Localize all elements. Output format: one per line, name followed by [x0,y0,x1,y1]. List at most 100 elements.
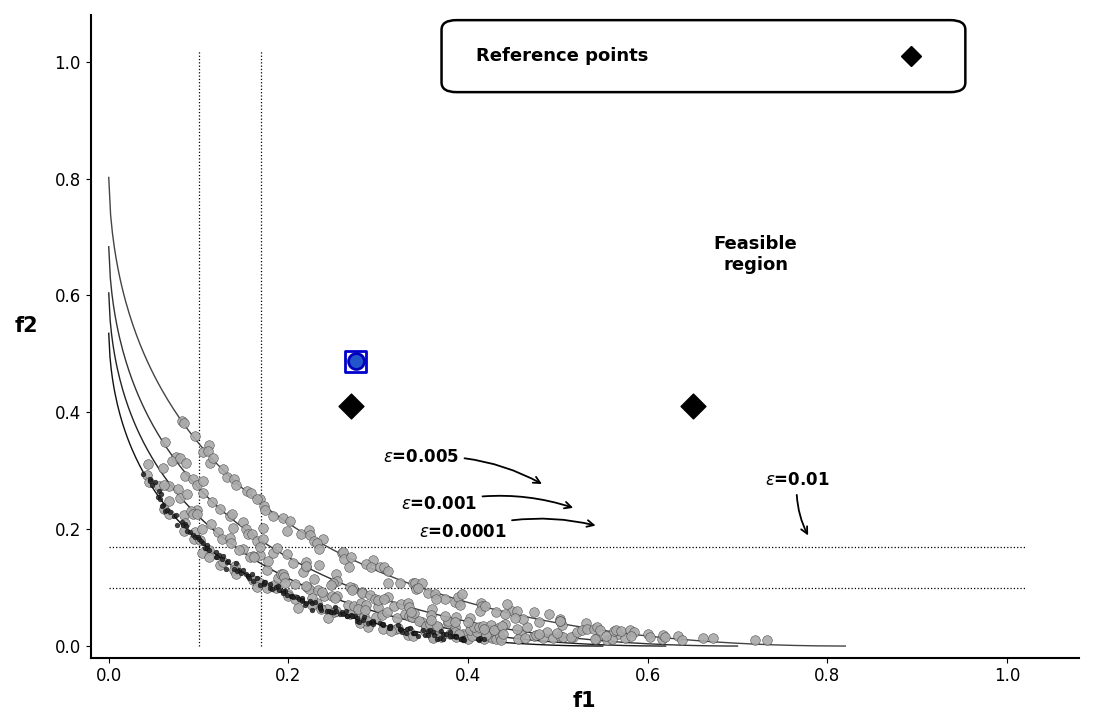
Point [340,561,358,573]
Point [426,629,443,641]
Point [321,605,338,617]
Point [673,635,690,646]
Point [374,624,392,635]
Point [305,574,323,585]
Point [154,462,172,474]
Point [405,607,422,619]
Point [284,557,302,568]
Point [286,593,303,605]
Point [422,614,440,626]
Point [309,597,326,608]
Point [441,628,458,640]
Point [244,576,261,587]
Point [298,560,315,572]
Point [261,582,279,594]
Point [514,613,532,624]
Point [327,605,345,617]
Point [194,547,211,559]
Point [248,493,266,505]
Point [225,473,243,485]
Point [405,629,422,641]
Point [211,504,229,515]
Point [369,594,386,605]
Point [225,563,243,574]
Point [234,543,252,555]
Point [656,631,674,643]
Point [229,566,246,577]
Point [419,629,437,640]
Point [407,627,424,639]
Point [258,564,276,576]
Point [348,612,365,624]
Point [361,590,379,601]
Point [621,624,639,636]
Point [326,592,344,604]
Point [269,580,287,592]
Point [294,566,312,578]
Point [288,591,305,603]
Point [493,621,511,632]
Point [176,509,194,521]
Point [173,516,190,528]
Point [380,591,397,603]
Point [199,542,217,554]
Point [195,537,212,549]
Point [311,544,328,555]
Point [255,500,272,512]
Point [441,627,458,638]
Point [140,458,158,470]
Point [538,626,556,637]
Point [234,515,252,527]
Point [336,553,353,565]
Point [265,547,282,559]
Point [382,620,399,632]
Point [310,559,327,571]
Point [585,624,603,635]
Point [412,577,430,589]
Point [303,597,321,608]
Point [275,585,292,597]
Point [296,581,314,592]
Point [313,604,330,616]
Point [422,610,440,621]
Point [303,604,321,616]
Point [315,590,333,602]
Point [388,612,406,624]
Point [228,479,245,491]
Point [189,504,207,515]
Point [379,577,396,589]
Point [551,613,569,625]
Point [356,611,373,623]
Point [489,622,507,634]
Point [334,547,351,558]
Point [156,436,174,448]
Point [312,601,329,613]
Point [334,607,351,619]
Point [746,634,764,645]
Point [573,624,591,635]
Point [358,616,375,627]
Point [301,523,318,535]
Point [424,627,442,638]
Text: Feasible
region: Feasible region [713,235,798,274]
Point [607,624,625,636]
Point [534,632,551,644]
Point [453,634,470,645]
Point [303,592,321,604]
Point [398,627,416,639]
Point [512,629,529,640]
Point [325,606,342,618]
Point [261,579,279,590]
Point [153,500,171,512]
Point [475,623,492,635]
Point [371,561,388,573]
Point [167,510,185,521]
Point [604,633,621,645]
Point [616,632,633,644]
Point [222,537,240,549]
Point [232,567,249,579]
Point [491,630,509,642]
Point [509,633,526,645]
Point [347,356,364,367]
Point [270,584,288,596]
